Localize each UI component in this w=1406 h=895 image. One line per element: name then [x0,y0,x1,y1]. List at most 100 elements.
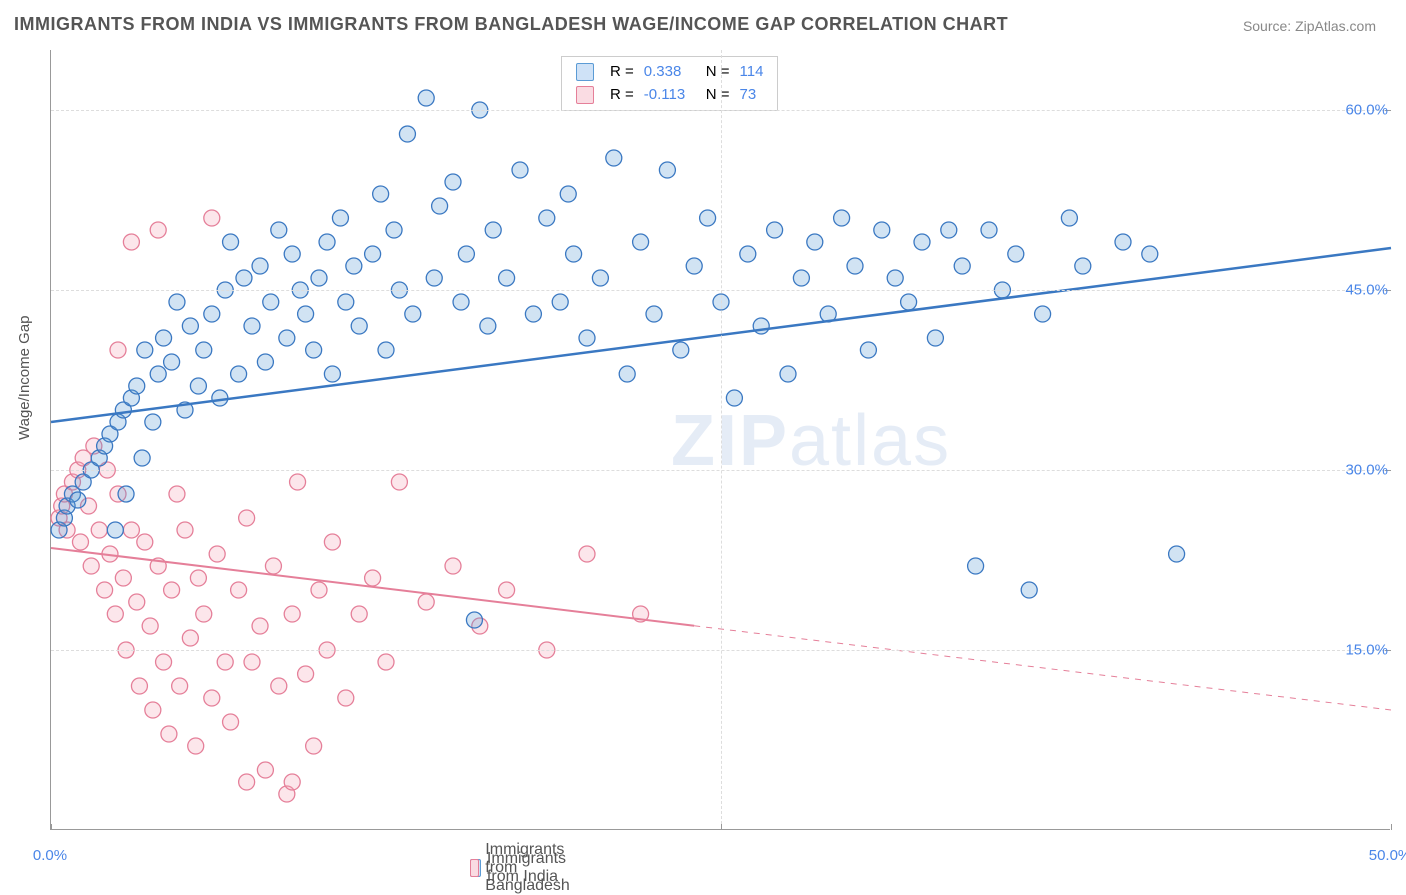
y-tick-label: 60.0% [1345,102,1388,119]
scatter-point-india [156,330,172,346]
scatter-point-india [968,558,984,574]
stats-swatch [576,63,594,81]
trend-line-bangladesh-dashed [694,626,1391,710]
scatter-point-india [579,330,595,346]
scatter-point-india [279,330,295,346]
scatter-point-india [560,186,576,202]
scatter-point-india [1075,258,1091,274]
scatter-point-india [426,270,442,286]
x-tick [51,824,52,830]
scatter-point-india [365,246,381,262]
stats-n-label: N = [706,61,730,84]
scatter-point-bangladesh [131,678,147,694]
scatter-point-bangladesh [177,522,193,538]
scatter-point-india [700,210,716,226]
scatter-point-india [386,222,402,238]
stats-n-value: 73 [740,84,757,107]
scatter-point-bangladesh [123,522,139,538]
scatter-point-india [1169,546,1185,562]
scatter-point-bangladesh [306,738,322,754]
scatter-point-india [182,318,198,334]
scatter-point-bangladesh [83,558,99,574]
scatter-point-india [466,612,482,628]
stats-r-value: -0.113 [644,84,696,107]
x-tick-label: 0.0% [33,847,67,864]
scatter-point-bangladesh [156,654,172,670]
scatter-point-bangladesh [115,570,131,586]
scatter-point-india [432,198,448,214]
scatter-point-india [418,90,434,106]
scatter-point-india [659,162,675,178]
scatter-point-india [271,222,287,238]
scatter-point-india [1008,246,1024,262]
scatter-point-bangladesh [265,558,281,574]
scatter-point-india [257,354,273,370]
scatter-point-bangladesh [209,546,225,562]
scatter-point-india [887,270,903,286]
scatter-point-india [236,270,252,286]
scatter-point-india [981,222,997,238]
stats-r-value: 0.338 [644,61,696,84]
scatter-point-india [1021,582,1037,598]
scatter-point-india [399,126,415,142]
chart-plot-area: ZIPatlas R =0.338N =114R =-0.113N =73 [50,50,1390,830]
scatter-point-india [592,270,608,286]
scatter-point-bangladesh [351,606,367,622]
scatter-point-india [834,210,850,226]
stats-r-label: R = [610,84,634,107]
scatter-point-india [378,342,394,358]
x-tick-label: 50.0% [1369,847,1406,864]
scatter-point-bangladesh [311,582,327,598]
scatter-point-india [499,270,515,286]
scatter-point-bangladesh [129,594,145,610]
source-attribution: Source: ZipAtlas.com [1243,18,1376,34]
scatter-point-bangladesh [257,762,273,778]
scatter-point-india [1061,210,1077,226]
scatter-point-india [107,522,123,538]
scatter-point-india [284,246,300,262]
scatter-point-bangladesh [123,234,139,250]
scatter-point-india [847,258,863,274]
scatter-point-india [445,174,461,190]
scatter-point-india [324,366,340,382]
x-tick [1391,824,1392,830]
scatter-point-bangladesh [161,726,177,742]
scatter-point-india [1115,234,1131,250]
scatter-point-bangladesh [252,618,268,634]
scatter-point-bangladesh [182,630,198,646]
scatter-point-india [118,486,134,502]
scatter-point-bangladesh [91,522,107,538]
scatter-point-india [552,294,568,310]
scatter-point-india [244,318,260,334]
scatter-point-india [373,186,389,202]
scatter-point-bangladesh [110,342,126,358]
scatter-point-bangladesh [150,222,166,238]
scatter-point-bangladesh [190,570,206,586]
scatter-point-india [405,306,421,322]
scatter-point-bangladesh [145,702,161,718]
scatter-point-bangladesh [418,594,434,610]
scatter-point-india [539,210,555,226]
scatter-point-india [874,222,890,238]
scatter-point-bangladesh [188,738,204,754]
scatter-point-india [453,294,469,310]
chart-title: IMMIGRANTS FROM INDIA VS IMMIGRANTS FROM… [14,14,1008,35]
scatter-point-bangladesh [338,690,354,706]
scatter-point-india [169,294,185,310]
scatter-point-india [458,246,474,262]
scatter-point-bangladesh [365,570,381,586]
y-tick-label: 15.0% [1345,642,1388,659]
scatter-point-india [780,366,796,382]
scatter-point-india [319,234,335,250]
scatter-point-bangladesh [169,486,185,502]
scatter-point-bangladesh [137,534,153,550]
legend-label: Immigrants from Bangladesh [485,841,578,895]
scatter-point-bangladesh [579,546,595,562]
scatter-point-bangladesh [97,582,113,598]
scatter-point-india [311,270,327,286]
scatter-point-india [954,258,970,274]
y-axis-label: Wage/Income Gap [16,315,33,440]
scatter-point-india [306,342,322,358]
stats-n-value: 114 [740,61,764,84]
scatter-point-india [212,390,228,406]
